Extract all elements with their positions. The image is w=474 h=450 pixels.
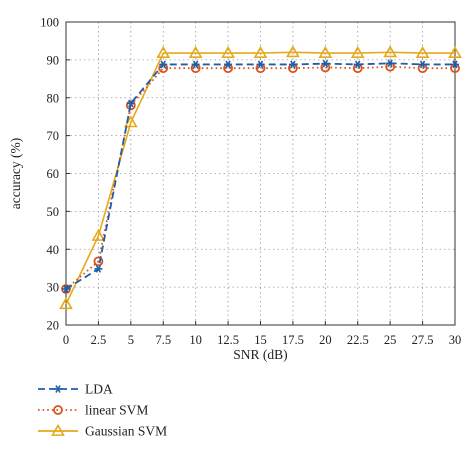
data-point xyxy=(321,59,330,68)
data-point xyxy=(221,45,235,58)
data-point xyxy=(224,60,233,69)
data-point xyxy=(383,45,398,58)
asterisk-stroke xyxy=(95,265,102,273)
y-tick-label: 60 xyxy=(47,167,60,181)
data-point xyxy=(353,60,362,69)
asterisk-stroke xyxy=(63,285,69,293)
y-tick-label: 50 xyxy=(47,205,60,219)
data-point xyxy=(94,265,103,273)
x-tick-label: 2.5 xyxy=(91,333,107,347)
data-point xyxy=(62,285,70,293)
x-axis-label: SNR (dB) xyxy=(233,347,287,362)
data-point xyxy=(350,45,365,58)
legend-marker xyxy=(51,423,65,436)
y-tick-label: 80 xyxy=(47,91,60,105)
data-point xyxy=(318,45,333,58)
legend-marker xyxy=(54,385,62,393)
x-tick-label: 5 xyxy=(128,333,134,347)
legend-item: linear SVM xyxy=(38,403,148,418)
series-line xyxy=(65,65,455,290)
data-point xyxy=(159,60,168,69)
data-point xyxy=(126,99,135,108)
asterisk-stroke xyxy=(322,59,329,68)
asterisk-stroke xyxy=(55,385,61,393)
data-point xyxy=(415,45,430,58)
data-point xyxy=(386,59,395,68)
data-point xyxy=(91,228,106,241)
series-1 xyxy=(61,61,460,294)
y-tick-label: 20 xyxy=(47,319,60,333)
legend: LDA linear SVM Gaussian SVM xyxy=(38,382,167,439)
legend-marker xyxy=(53,405,63,415)
asterisk-stroke xyxy=(192,60,199,69)
series-0 xyxy=(62,59,459,293)
legend-item: Gaussian SVM xyxy=(38,424,167,439)
x-tick-label: 22.5 xyxy=(347,333,369,347)
x-tick-label: 25 xyxy=(384,333,397,347)
data-point xyxy=(286,45,300,58)
legend-label: Gaussian SVM xyxy=(85,424,167,439)
data-point xyxy=(288,60,297,69)
y-tick-label: 70 xyxy=(47,129,60,143)
asterisk-stroke xyxy=(128,99,134,108)
legend-label: LDA xyxy=(85,382,113,397)
x-tick-label: 27.5 xyxy=(412,333,434,347)
y-tick-label: 90 xyxy=(47,53,60,67)
x-tick-label: 20 xyxy=(319,333,332,347)
data-point xyxy=(418,60,427,69)
y-tick-label: 40 xyxy=(47,243,60,257)
data-point xyxy=(59,297,73,310)
asterisk-stroke xyxy=(257,60,264,69)
series-2 xyxy=(59,45,462,310)
asterisk-stroke xyxy=(452,60,458,69)
data-point xyxy=(256,60,265,69)
asterisk-stroke xyxy=(355,60,361,69)
series-line xyxy=(65,51,455,305)
data-point xyxy=(125,100,136,111)
x-tick-label: 0 xyxy=(63,333,69,347)
legend-item: LDA xyxy=(38,382,113,397)
x-tick-label: 15 xyxy=(254,333,267,347)
asterisk-stroke xyxy=(225,60,231,69)
y-axis-label: accuracy (%) xyxy=(8,138,23,210)
asterisk-stroke xyxy=(290,60,296,69)
data-point xyxy=(448,45,462,58)
x-tick-label: 17.5 xyxy=(282,333,304,347)
x-tick-label: 7.5 xyxy=(155,333,171,347)
asterisk-stroke xyxy=(419,60,426,69)
data-point xyxy=(156,45,171,58)
x-axis-ticks: 0 2.5 5 7.5 10 12.5 15 17.5 20 22.5 25 27.5 30 xyxy=(63,321,461,347)
data-point xyxy=(253,45,268,58)
y-axis-ticks: 20 30 40 50 60 70 80 90 100 xyxy=(40,16,70,333)
data-point xyxy=(188,45,203,58)
asterisk-stroke xyxy=(160,60,166,69)
series-layer xyxy=(59,45,462,310)
asterisk-stroke xyxy=(387,59,393,68)
x-tick-label: 10 xyxy=(189,333,202,347)
y-tick-label: 30 xyxy=(47,281,60,295)
y-tick-label: 100 xyxy=(40,16,59,30)
data-point xyxy=(451,60,459,69)
x-tick-label: 12.5 xyxy=(217,333,239,347)
data-point xyxy=(93,256,104,267)
grid-lines xyxy=(65,21,456,326)
x-tick-label: 30 xyxy=(449,333,462,347)
data-point xyxy=(191,60,200,69)
legend-label: linear SVM xyxy=(85,403,148,418)
